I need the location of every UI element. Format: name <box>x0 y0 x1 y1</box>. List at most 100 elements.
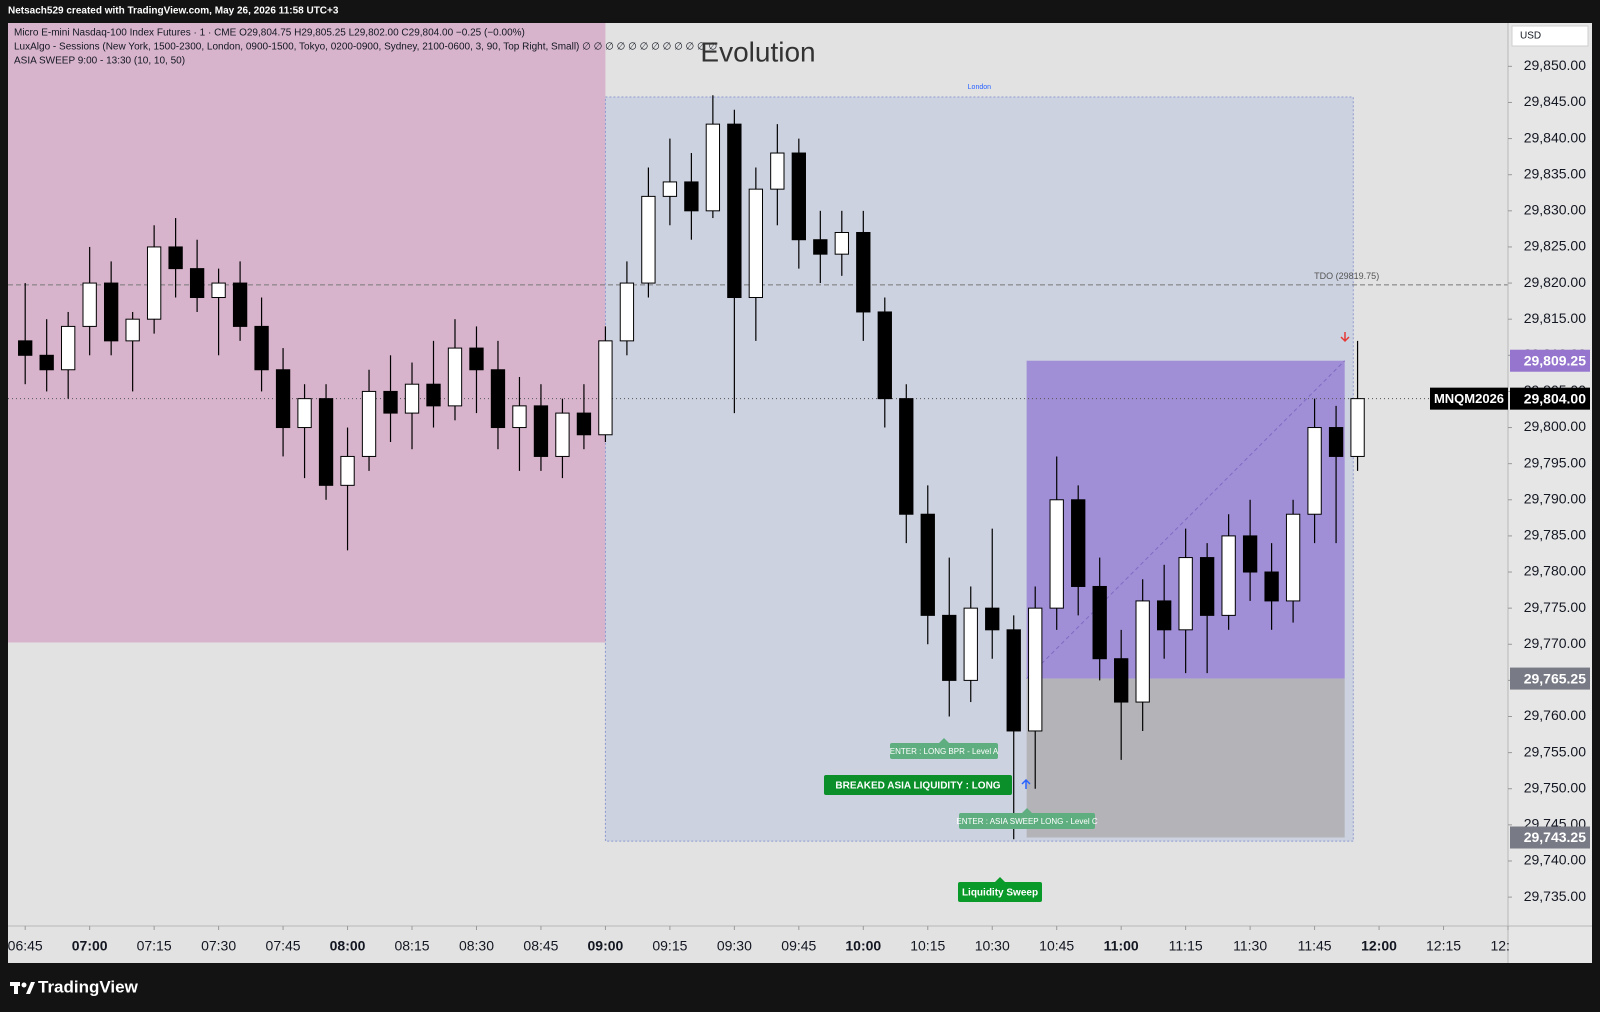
y-tick-label: 29,750.00 <box>1524 779 1586 795</box>
y-tick-label: 29,775.00 <box>1524 599 1586 615</box>
x-tick-label: 12:15 <box>1426 938 1461 954</box>
candle-body <box>684 181 699 212</box>
price-badge <box>1510 349 1590 372</box>
legend-line: Micro E-mini Nasdaq-100 Index Futures · … <box>14 28 525 39</box>
candle-body <box>1328 427 1344 457</box>
candle-body <box>125 318 140 342</box>
x-tick-label: 11:15 <box>1169 938 1203 954</box>
candle-body <box>211 282 226 299</box>
candle-body <box>1178 557 1193 631</box>
x-tick-label: 11:45 <box>1298 938 1332 954</box>
candle-body <box>469 347 484 371</box>
x-tick-label: 07:00 <box>72 938 108 954</box>
candle-body <box>512 405 527 429</box>
x-tick-label: 09:45 <box>781 938 816 954</box>
price-badge-label: 29,743.25 <box>1524 829 1586 845</box>
annotation: ENTER : LONG BPR - Level A <box>890 747 999 756</box>
attribution: Netsach529 created with TradingView.com,… <box>8 6 339 17</box>
currency-box[interactable] <box>1511 25 1589 47</box>
legend-line: ASIA SWEEP 9:00 - 13:30 (10, 10, 50) <box>14 56 185 67</box>
candle-body <box>1049 499 1064 609</box>
candle-body <box>18 340 33 356</box>
annotation-pointer <box>939 738 949 743</box>
candle-body <box>1285 513 1301 602</box>
x-tick-label: 10:30 <box>975 938 1010 954</box>
candle-body <box>1114 658 1129 703</box>
x-tick-label: 11:30 <box>1233 938 1267 954</box>
candle-body <box>103 282 119 342</box>
y-tick-label: 29,815.00 <box>1524 310 1586 326</box>
signal-arrow-down <box>1340 332 1350 343</box>
candle-body <box>1307 427 1322 515</box>
symbol-badge <box>1430 387 1508 410</box>
x-tick-label: 07:15 <box>137 938 172 954</box>
x-tick-label: 10:00 <box>845 938 881 954</box>
candle-body <box>361 390 377 457</box>
candle-body <box>877 311 892 400</box>
candle-body <box>1028 607 1043 732</box>
candle-body <box>426 383 441 407</box>
x-tick-label: 09:00 <box>588 938 624 954</box>
price-badge <box>1510 387 1590 410</box>
x-tick-label: 10:15 <box>910 938 945 954</box>
candle-body <box>254 325 269 371</box>
zone-label: London <box>968 84 991 91</box>
candle-body <box>727 123 742 299</box>
x-tick-label: 10:45 <box>1039 938 1074 954</box>
candle-body <box>555 412 570 457</box>
y-tick-label: 29,825.00 <box>1524 238 1586 254</box>
candle-body <box>1071 499 1086 587</box>
candle-body <box>791 152 806 241</box>
candle-body <box>168 246 183 270</box>
y-tick-label: 29,760.00 <box>1524 707 1586 723</box>
candle-body <box>297 398 312 429</box>
candle-body <box>899 398 914 515</box>
candle-body <box>1221 535 1236 616</box>
y-tick-label: 29,850.00 <box>1524 57 1586 73</box>
candle-body <box>1092 585 1107 660</box>
x-tick-label: 08:00 <box>330 938 366 954</box>
y-tick-label: 29,740.00 <box>1524 852 1586 868</box>
candle-body <box>1264 571 1279 602</box>
x-tick-label: 09:30 <box>717 938 752 954</box>
annotation-box <box>958 882 1042 902</box>
session-zone <box>1026 678 1345 838</box>
y-tick-label: 29,785.00 <box>1524 527 1586 543</box>
candle-body <box>942 614 957 681</box>
candle-body <box>1350 398 1365 457</box>
price-badge <box>1510 667 1590 690</box>
candle-body <box>1199 557 1215 616</box>
session-zone <box>8 23 606 643</box>
candle-body <box>39 354 54 371</box>
y-tick-label: 29,835.00 <box>1524 165 1586 181</box>
candle-body <box>856 231 871 313</box>
axes: 29,735.0029,740.0029,745.0029,750.0029,7… <box>8 57 1592 962</box>
legend-line: LuxAlgo - Sessions (New York, 1500-2300,… <box>14 42 717 53</box>
x-tick-label: 12:00 <box>1361 938 1397 954</box>
price-badge-label: 29,809.25 <box>1524 352 1586 368</box>
y-tick-label: 29,790.00 <box>1524 490 1586 506</box>
candle-body <box>61 325 76 371</box>
brand: TradingView <box>38 977 139 996</box>
y-tick-label: 29,845.00 <box>1524 93 1586 109</box>
candle-body <box>1006 629 1021 732</box>
candle-body <box>748 188 764 299</box>
candle-body <box>705 123 721 212</box>
brand-logo <box>10 982 35 994</box>
price-badge-label: 29,804.00 <box>1524 390 1586 406</box>
tdo-label: TDO (29819.75) <box>1314 271 1379 281</box>
y-tick-label: 29,780.00 <box>1524 563 1586 579</box>
candle-body <box>576 412 592 436</box>
candle-body <box>189 268 205 299</box>
trend-line <box>1026 360 1346 679</box>
y-tick-label: 29,800.00 <box>1524 418 1586 434</box>
price-badge <box>1510 826 1590 849</box>
annotation-box <box>959 813 1095 829</box>
annotation: ENTER : ASIA SWEEP LONG - Level C <box>956 817 1097 826</box>
candle-body <box>641 195 656 284</box>
y-tick-label: 29,840.00 <box>1524 129 1586 145</box>
currency[interactable]: USD <box>1520 31 1541 42</box>
y-tick-label: 29,830.00 <box>1524 202 1586 218</box>
y-tick-label: 29,795.00 <box>1524 454 1586 470</box>
